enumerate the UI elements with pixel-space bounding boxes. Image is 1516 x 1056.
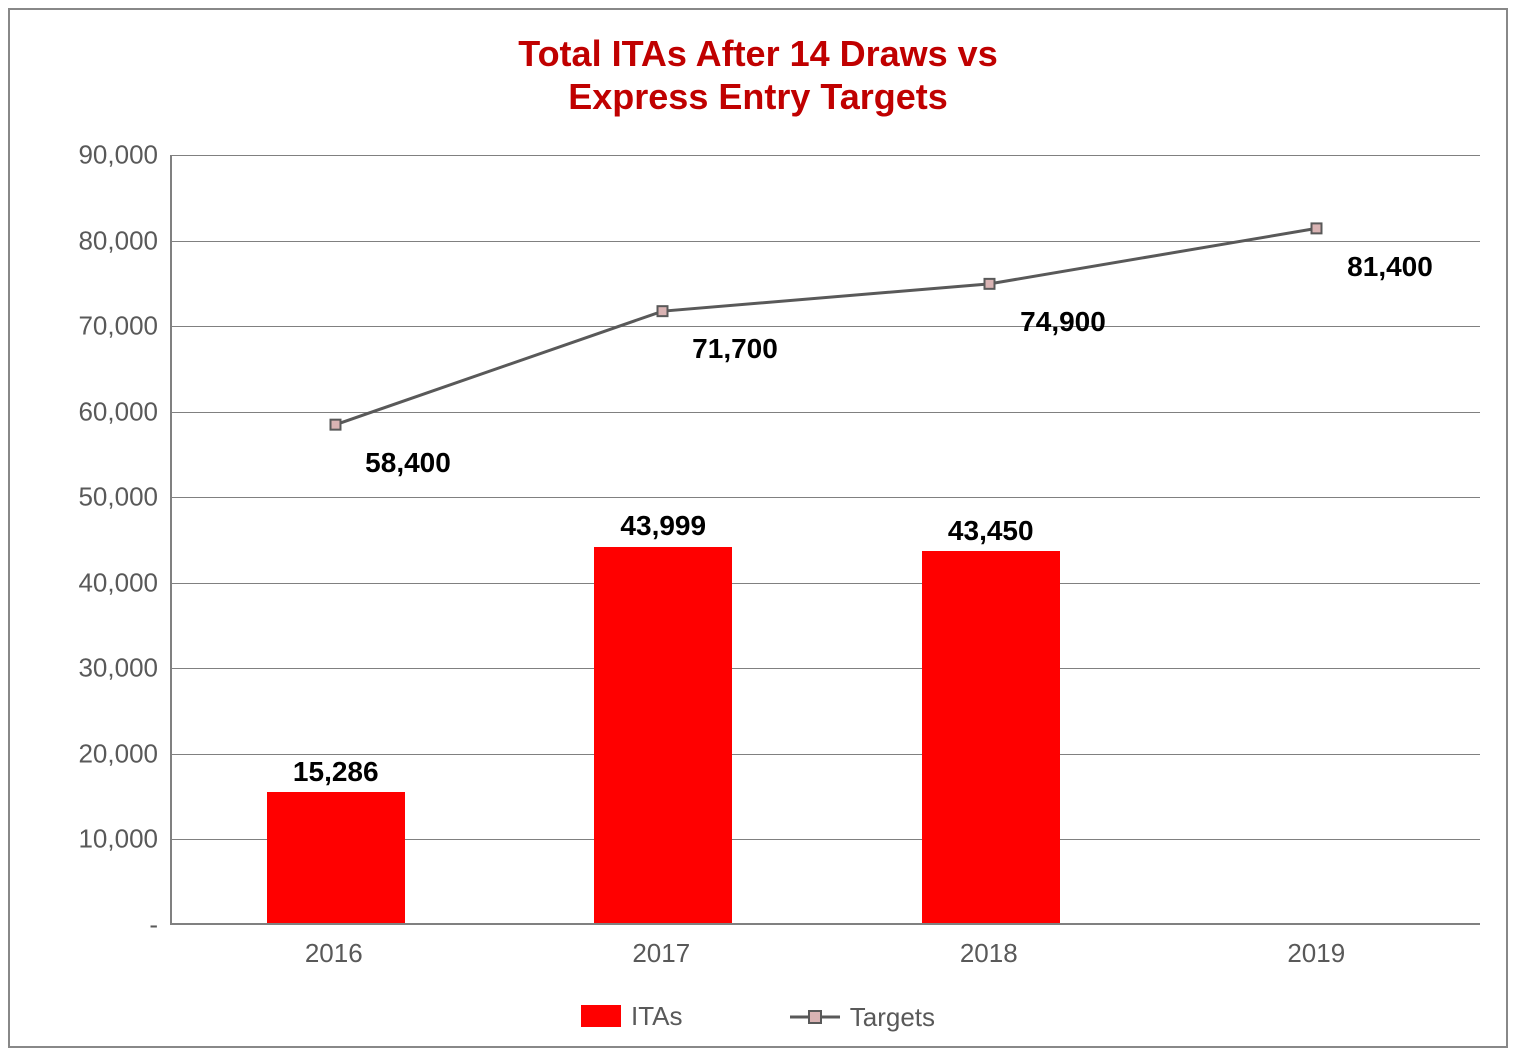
x-tick-0: 2016 [305, 938, 363, 969]
y-tick-3: 30,000 [18, 653, 158, 684]
line-label-2018: 74,900 [1020, 306, 1106, 338]
x-tick-2: 2018 [960, 938, 1018, 969]
line-label-2019: 81,400 [1347, 251, 1433, 283]
x-tick-3: 2019 [1287, 938, 1345, 969]
x-tick-1: 2017 [632, 938, 690, 969]
y-tick-5: 50,000 [18, 482, 158, 513]
y-tick-2: 20,000 [18, 738, 158, 769]
y-tick-8: 80,000 [18, 225, 158, 256]
legend-swatch-line-icon [790, 1007, 840, 1027]
y-tick-4: 40,000 [18, 567, 158, 598]
y-tick-6: 60,000 [18, 396, 158, 427]
legend-label-targets: Targets [850, 1002, 935, 1033]
chart-title-line1: Total ITAs After 14 Draws vs [518, 33, 997, 74]
legend: ITAs Targets [10, 1001, 1506, 1035]
y-tick-9: 90,000 [18, 140, 158, 171]
chart-title-line2: Express Entry Targets [568, 76, 948, 117]
chart-title: Total ITAs After 14 Draws vs Express Ent… [10, 10, 1506, 118]
y-tick-7: 70,000 [18, 311, 158, 342]
legend-item-itas: ITAs [581, 1001, 683, 1032]
line-label-2016: 58,400 [365, 447, 451, 479]
plot-area: 15,286 43,999 43,450 58,400 71,700 74,90… [170, 155, 1480, 925]
targets-line [172, 155, 1480, 923]
line-label-2017: 71,700 [692, 333, 778, 365]
legend-item-targets: Targets [790, 1002, 935, 1033]
chart-container: Total ITAs After 14 Draws vs Express Ent… [8, 8, 1508, 1048]
y-tick-0: - [18, 910, 158, 941]
y-tick-1: 10,000 [18, 824, 158, 855]
legend-label-itas: ITAs [631, 1001, 683, 1032]
legend-swatch-bar-icon [581, 1005, 621, 1027]
